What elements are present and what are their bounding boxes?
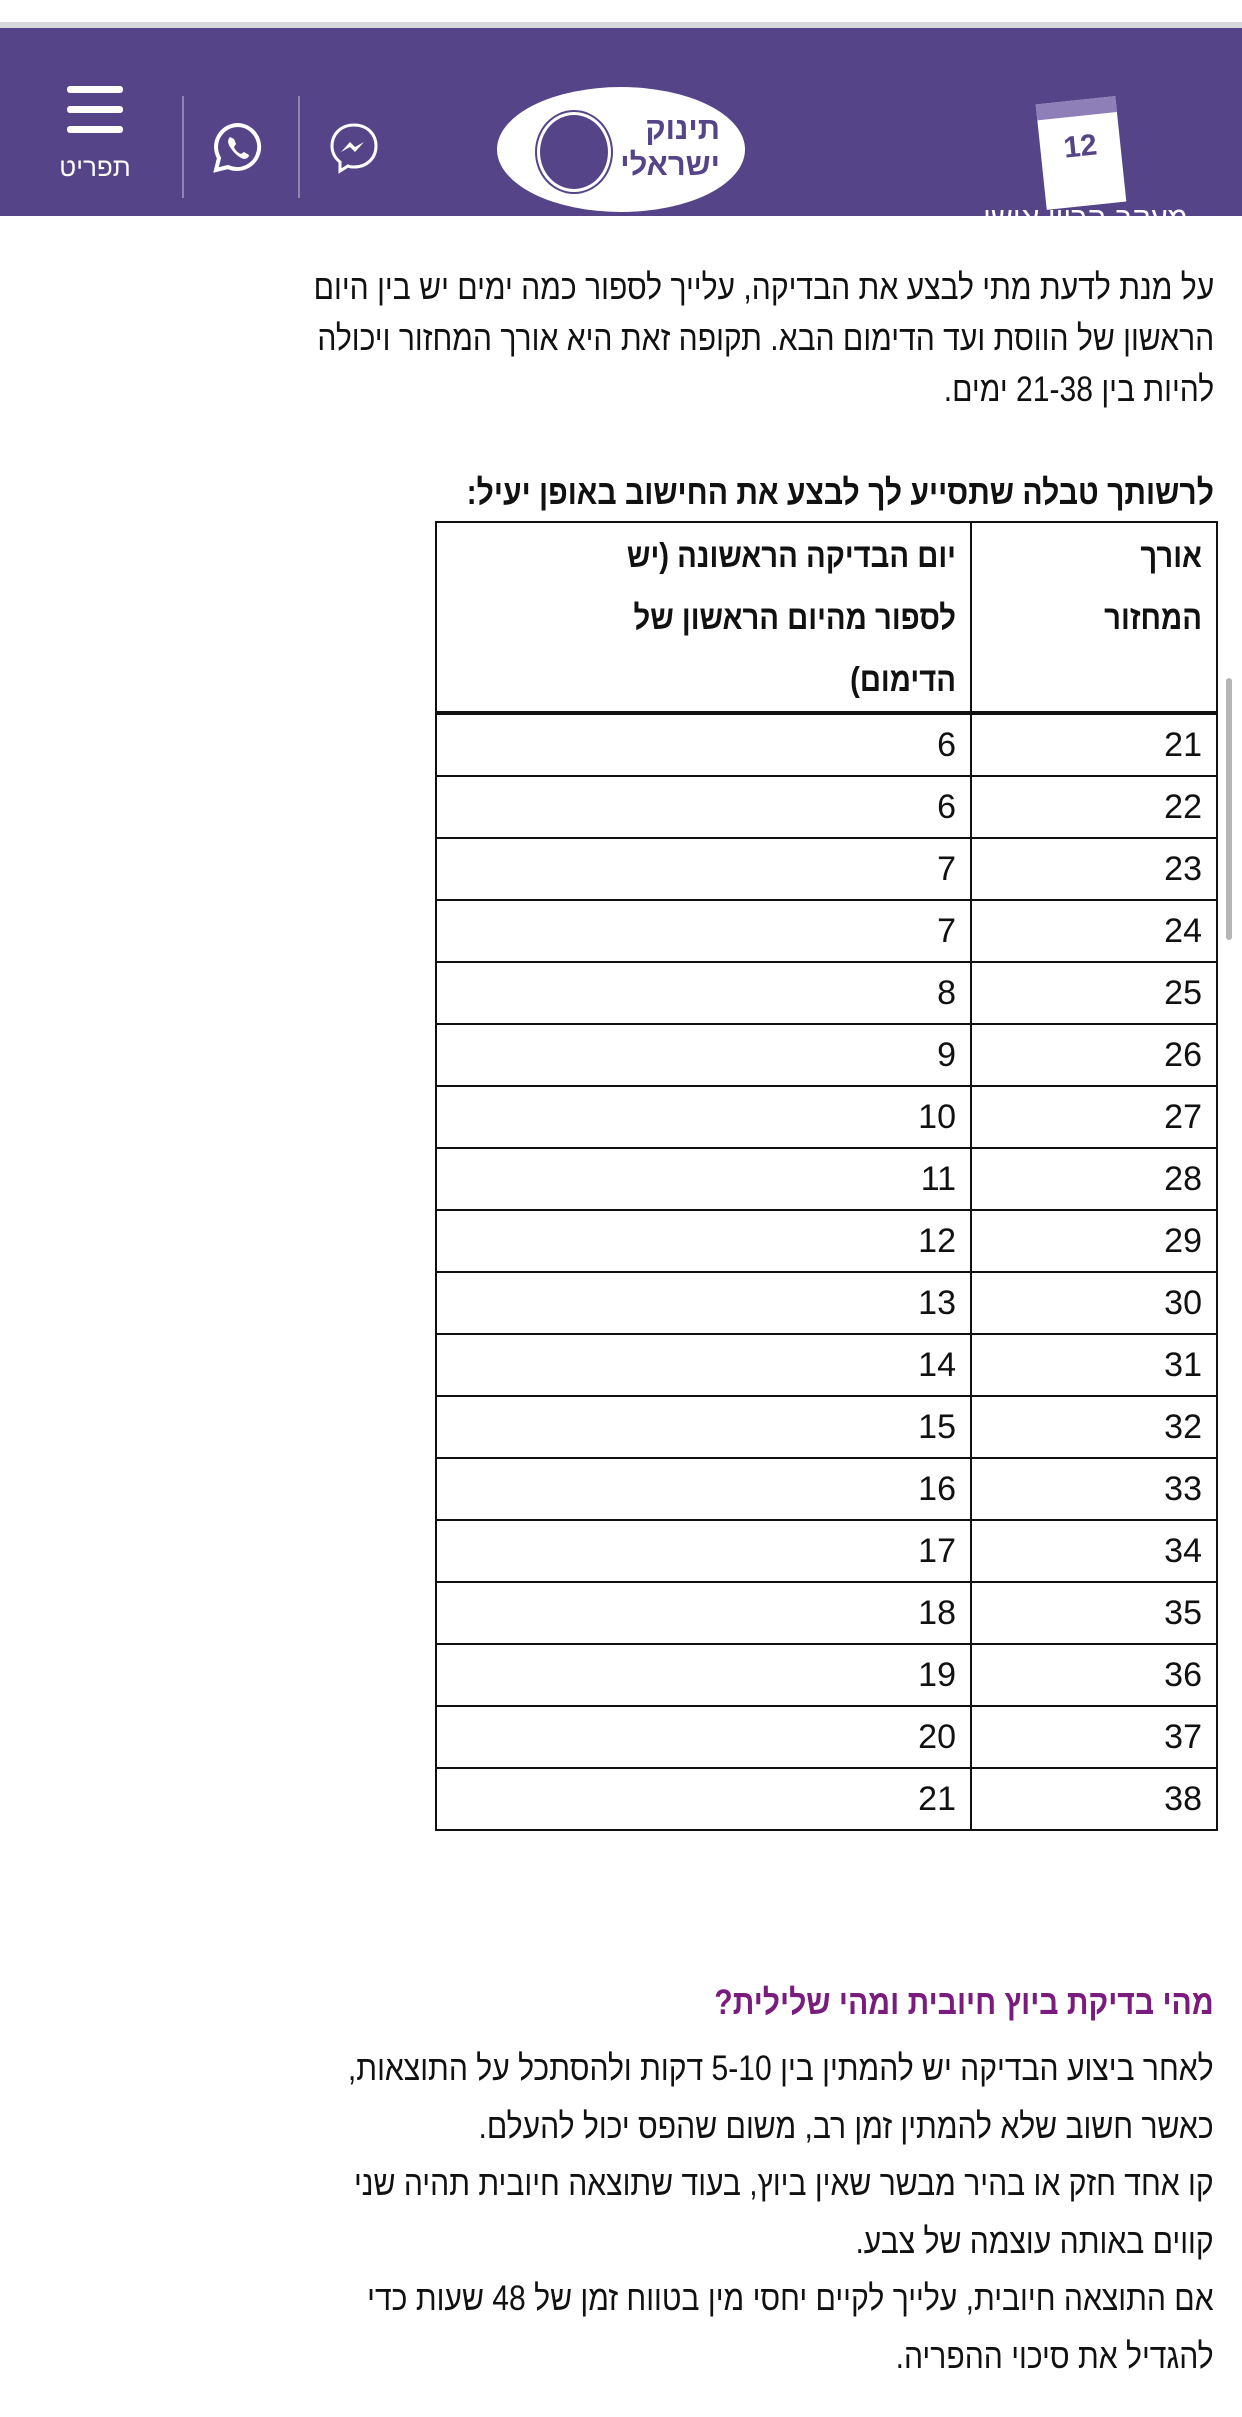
logo-text-line: תינוק <box>645 111 720 146</box>
menu-button[interactable] <box>62 86 128 146</box>
test-day-cell: 6 <box>435 775 972 839</box>
table-row: 26 9 <box>435 1023 1218 1087</box>
table-row: 38 21 <box>435 1767 1218 1831</box>
table-row: 36 19 <box>435 1643 1218 1707</box>
cycle-length-cell: 36 <box>970 1643 1218 1707</box>
text-line: להיות בין 21-38 ימים. <box>943 370 1214 409</box>
cycle-length-cell: 34 <box>970 1519 1218 1583</box>
table-row: 35 18 <box>435 1581 1218 1645</box>
table-row: 33 16 <box>435 1457 1218 1521</box>
test-day-cell: 6 <box>435 712 972 777</box>
text-line: על מנת לדעת מתי לבצע את הבדיקה, עלייך לס… <box>313 268 1214 307</box>
messenger-icon[interactable] <box>326 120 382 176</box>
text-line: כאשר חשוב שלא להמתין זמן רב, משום שהפס י… <box>478 2106 1215 2146</box>
logo-icon <box>537 112 611 192</box>
header-line: הדימום) <box>850 661 956 699</box>
table-intro: לרשותך טבלה שתסייע לך לבצע את החישוב באו… <box>345 470 1214 516</box>
menu-icon <box>67 86 123 93</box>
text-line: אם התוצאה חיובית, עלייך לקיים יחסי מין ב… <box>367 2279 1214 2319</box>
cycle-length-cell: 21 <box>970 712 1218 777</box>
text-line: קווים באותה עוצמה של צבע. <box>855 2221 1214 2261</box>
site-logo[interactable]: תינוק ישראלי <box>497 87 745 212</box>
cycle-length-cell: 32 <box>970 1395 1218 1459</box>
table-row: 31 14 <box>435 1333 1218 1397</box>
table-row: 28 11 <box>435 1147 1218 1211</box>
test-day-cell: 17 <box>435 1519 972 1583</box>
table-row: 32 15 <box>435 1395 1218 1459</box>
test-day-cell: 15 <box>435 1395 972 1459</box>
table-row: 37 20 <box>435 1705 1218 1769</box>
menu-icon-bar <box>67 126 123 133</box>
whatsapp-icon[interactable] <box>210 120 266 176</box>
test-day-cell: 7 <box>435 837 972 901</box>
status-strip <box>0 22 1242 28</box>
cycle-length-cell: 22 <box>970 775 1218 839</box>
header-line: יום הבדיקה הראשונה (יש <box>626 537 956 575</box>
test-day-cell: 9 <box>435 1023 972 1087</box>
header-line: לספור מהיום הראשון של <box>633 599 956 637</box>
table-row: 22 6 <box>435 775 1218 839</box>
cycle-length-cell: 26 <box>970 1023 1218 1087</box>
cycle-length-cell: 24 <box>970 899 1218 963</box>
cycle-length-cell: 30 <box>970 1271 1218 1335</box>
header-first-test-day: יום הבדיקה הראשונה (יש לספור מהיום הראשו… <box>435 521 972 714</box>
table-row: 27 10 <box>435 1085 1218 1149</box>
test-day-cell: 18 <box>435 1581 972 1645</box>
divider <box>182 96 184 198</box>
tracker-label: מעקב הריון אישי <box>983 202 1188 235</box>
cycle-length-cell: 31 <box>970 1333 1218 1397</box>
logo-text: תינוק ישראלי <box>612 111 720 183</box>
test-day-cell: 10 <box>435 1085 972 1149</box>
cycle-table: אורך המחזור יום הבדיקה הראשונה (יש לספור… <box>435 521 1218 1831</box>
table-row: 30 13 <box>435 1271 1218 1335</box>
header-cycle-length: אורך המחזור <box>970 521 1218 714</box>
test-day-cell: 14 <box>435 1333 972 1397</box>
section-paragraph: לאחר ביצוע הבדיקה יש להמתין בין 5-10 דקו… <box>207 2040 1214 2386</box>
heading-text: מהי בדיקת ביוץ חיובית ומהי שלילית? <box>714 1983 1214 2022</box>
table-row: 21 6 <box>435 712 1218 777</box>
table-row: 24 7 <box>435 899 1218 963</box>
test-day-cell: 20 <box>435 1705 972 1769</box>
section-heading: מהי בדיקת ביוץ חיובית ומהי שלילית? <box>633 1978 1214 2028</box>
header-line: אורך <box>1140 537 1202 575</box>
table-row: 25 8 <box>435 961 1218 1025</box>
test-day-cell: 12 <box>435 1209 972 1273</box>
table-row: 29 12 <box>435 1209 1218 1273</box>
test-day-cell: 7 <box>435 899 972 963</box>
test-day-cell: 11 <box>435 1147 972 1211</box>
scrollbar[interactable] <box>1226 678 1232 940</box>
text-line: לאחר ביצוע הבדיקה יש להמתין בין 5-10 דקו… <box>348 2049 1214 2088</box>
cycle-length-cell: 37 <box>970 1705 1218 1769</box>
header-line: המחזור <box>1104 599 1202 637</box>
text-line: לרשותך טבלה שתסייע לך לבצע את החישוב באו… <box>466 473 1214 512</box>
table-header-row: אורך המחזור יום הבדיקה הראשונה (יש לספור… <box>435 521 1218 714</box>
test-day-cell: 21 <box>435 1767 972 1831</box>
table-row: 34 17 <box>435 1519 1218 1583</box>
text-line: קו אחד חזק או בהיר מבשר שאין ביוץ, בעוד … <box>354 2164 1214 2204</box>
calendar-day: 12 <box>1061 128 1099 165</box>
intro-paragraph: על מנת לדעת מתי לבצע את הבדיקה, עלייך לס… <box>167 262 1214 415</box>
test-day-cell: 19 <box>435 1643 972 1707</box>
cycle-length-cell: 28 <box>970 1147 1218 1211</box>
cycle-length-cell: 23 <box>970 837 1218 901</box>
menu-label[interactable]: תפריט <box>59 152 131 182</box>
text-line: להגדיל את סיכוי ההפריה. <box>895 2336 1214 2376</box>
cycle-length-cell: 25 <box>970 961 1218 1025</box>
logo-text-line: ישראלי <box>620 147 720 182</box>
cycle-length-cell: 29 <box>970 1209 1218 1273</box>
pregnancy-tracker-link[interactable]: 12 מעקב הריון אישי <box>968 70 1218 240</box>
table-row: 23 7 <box>435 837 1218 901</box>
text-line: הראשון של הווסת ועד הדימום הבא. תקופה זא… <box>317 319 1214 358</box>
site-header: תפריט תינוק ישראלי 12 מעקב הריון אישי <box>0 28 1242 235</box>
cycle-length-cell: 33 <box>970 1457 1218 1521</box>
divider <box>298 96 300 198</box>
cycle-length-cell: 38 <box>970 1767 1218 1831</box>
test-day-cell: 16 <box>435 1457 972 1521</box>
calendar-icon: 12 <box>1035 96 1127 210</box>
cycle-length-cell: 27 <box>970 1085 1218 1149</box>
test-day-cell: 8 <box>435 961 972 1025</box>
test-day-cell: 13 <box>435 1271 972 1335</box>
cycle-length-cell: 35 <box>970 1581 1218 1645</box>
menu-icon-bar <box>67 106 123 113</box>
